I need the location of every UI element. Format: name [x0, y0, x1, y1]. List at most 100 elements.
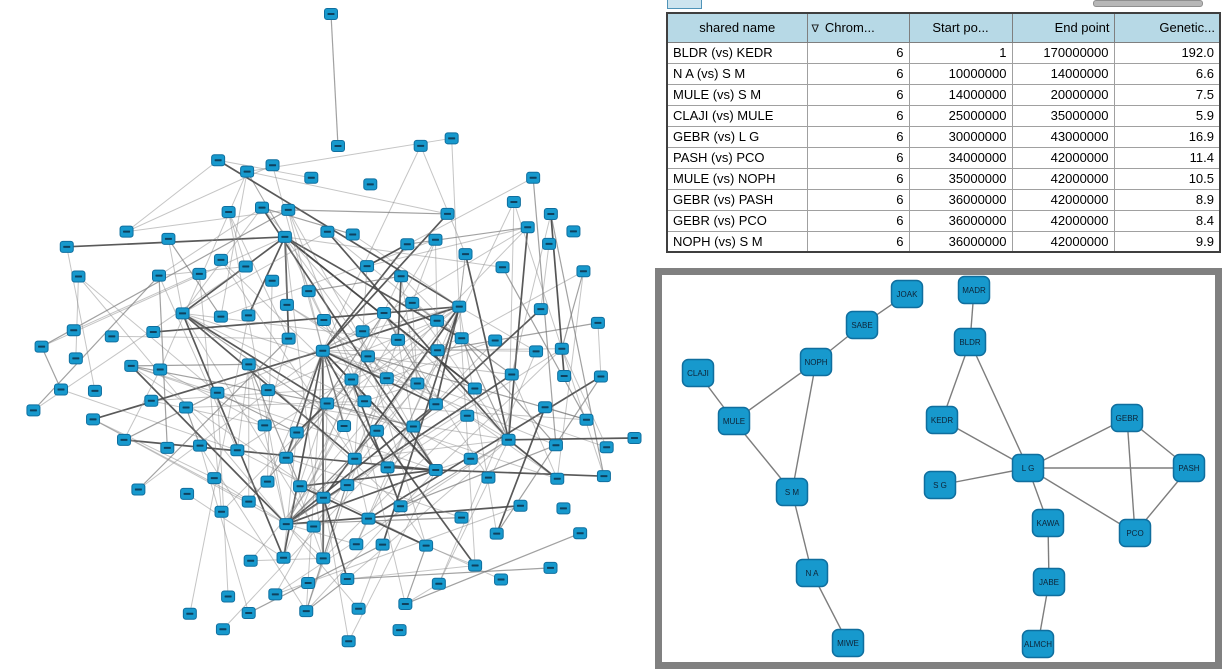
network-edge[interactable]: [461, 337, 510, 441]
network-edge[interactable]: [248, 544, 383, 614]
horizontal-scrollbar-thumb[interactable]: [1093, 0, 1203, 7]
network-node[interactable]: [398, 597, 413, 610]
network-edge[interactable]: [461, 270, 584, 339]
network-edge[interactable]: [246, 171, 448, 215]
table-row[interactable]: GEBR (vs) L G 6 30000000 43000000 16.9: [666, 125, 1221, 148]
network-node[interactable]: [392, 624, 407, 637]
network-edge[interactable]: [123, 392, 218, 441]
network-node[interactable]: JABE: [1032, 567, 1066, 597]
network-node[interactable]: [71, 270, 86, 283]
network-node[interactable]: MADR: [957, 275, 991, 305]
network-node[interactable]: [430, 344, 445, 357]
network-edge[interactable]: [322, 403, 328, 559]
network-node[interactable]: [533, 303, 548, 316]
cell-start[interactable]: 25000000: [908, 104, 1013, 127]
network-node[interactable]: [192, 267, 207, 280]
network-node[interactable]: [481, 471, 496, 484]
network-edge[interactable]: [288, 209, 448, 215]
network-node[interactable]: [116, 433, 131, 446]
network-node[interactable]: [579, 413, 594, 426]
network-edge[interactable]: [66, 246, 96, 391]
network-edge[interactable]: [322, 458, 356, 559]
network-edge[interactable]: [305, 378, 388, 612]
cell-end[interactable]: 42000000: [1011, 146, 1115, 169]
network-edge[interactable]: [186, 400, 365, 409]
cell-start[interactable]: 10000000: [908, 62, 1013, 85]
network-edge[interactable]: [437, 349, 537, 352]
network-node[interactable]: SABE: [845, 310, 879, 340]
network-node[interactable]: [281, 332, 296, 345]
network-node[interactable]: [369, 424, 384, 437]
network-edge[interactable]: [138, 350, 324, 490]
network-edge[interactable]: [397, 339, 414, 427]
network-node[interactable]: [410, 377, 425, 390]
network-edge[interactable]: [459, 306, 537, 352]
network-node[interactable]: [345, 228, 360, 241]
network-edge[interactable]: [151, 382, 418, 402]
network-node[interactable]: [489, 527, 504, 540]
network-edge[interactable]: [73, 273, 200, 331]
network-edge[interactable]: [405, 532, 581, 605]
network-edge[interactable]: [285, 457, 324, 559]
network-node[interactable]: [268, 588, 283, 601]
network-node[interactable]: [501, 433, 516, 446]
network-node[interactable]: [241, 607, 256, 620]
network-node[interactable]: KAWA: [1031, 508, 1065, 538]
network-node[interactable]: [488, 334, 503, 347]
network-edge[interactable]: [217, 392, 298, 434]
cell-shared-name[interactable]: PASH (vs) PCO: [666, 146, 808, 169]
network-node[interactable]: [241, 495, 256, 508]
network-edge[interactable]: [413, 388, 476, 427]
network-node[interactable]: [289, 426, 304, 439]
network-edge[interactable]: [435, 348, 563, 471]
network-node[interactable]: [179, 401, 194, 414]
network-node[interactable]: [316, 552, 331, 565]
network-node[interactable]: MIWE: [831, 628, 865, 658]
network-edge[interactable]: [284, 236, 288, 305]
network-node[interactable]: [440, 207, 455, 220]
network-node[interactable]: [548, 439, 563, 452]
network-edge[interactable]: [540, 243, 550, 310]
network-node[interactable]: PCO: [1118, 518, 1152, 548]
cell-shared-name[interactable]: GEBR (vs) PCO: [666, 209, 808, 232]
network-edge[interactable]: [420, 145, 466, 255]
cell-chromosome[interactable]: 6: [806, 104, 910, 127]
network-edge[interactable]: [561, 348, 605, 477]
column-header-shared-name[interactable]: shared name: [666, 12, 808, 43]
network-node-box[interactable]: [1032, 567, 1066, 597]
network-node[interactable]: [430, 314, 445, 327]
network-edge[interactable]: [158, 275, 238, 451]
network-node[interactable]: [66, 324, 81, 337]
network-node[interactable]: [175, 307, 190, 320]
cell-genetic[interactable]: 6.6: [1113, 62, 1221, 85]
cell-chromosome[interactable]: 6: [806, 41, 910, 64]
network-node[interactable]: [255, 201, 270, 214]
cell-shared-name[interactable]: MULE (vs) NOPH: [666, 167, 808, 190]
network-edge[interactable]: [220, 259, 356, 460]
network-node-box[interactable]: [775, 477, 809, 507]
network-edge[interactable]: [358, 544, 384, 609]
network-node[interactable]: ALMCH: [1021, 629, 1055, 659]
network-edge[interactable]: [131, 365, 218, 394]
network-node[interactable]: [257, 419, 272, 432]
cell-end[interactable]: 42000000: [1011, 188, 1115, 211]
network-node[interactable]: [400, 238, 415, 251]
network-edge[interactable]: [400, 506, 427, 546]
table-row[interactable]: CLAJI (vs) MULE 6 25000000 35000000 5.9: [666, 104, 1221, 127]
network-node-box[interactable]: [799, 347, 833, 377]
network-edge[interactable]: [266, 280, 273, 482]
network-edge[interactable]: [66, 236, 285, 248]
cell-start[interactable]: 35000000: [908, 167, 1013, 190]
network-node[interactable]: [299, 605, 314, 618]
column-header-end-point[interactable]: End point: [1011, 12, 1115, 43]
cell-start[interactable]: 36000000: [908, 230, 1013, 253]
network-node[interactable]: [210, 386, 225, 399]
network-edge[interactable]: [189, 315, 249, 614]
network-node[interactable]: [301, 576, 316, 589]
table-row[interactable]: PASH (vs) PCO 6 34000000 42000000 11.4: [666, 146, 1221, 169]
network-node[interactable]: [431, 577, 446, 590]
cell-genetic[interactable]: 8.9: [1113, 188, 1221, 211]
network-edge[interactable]: [322, 213, 449, 352]
network-node[interactable]: [520, 221, 535, 234]
network-edge[interactable]: [411, 302, 509, 441]
